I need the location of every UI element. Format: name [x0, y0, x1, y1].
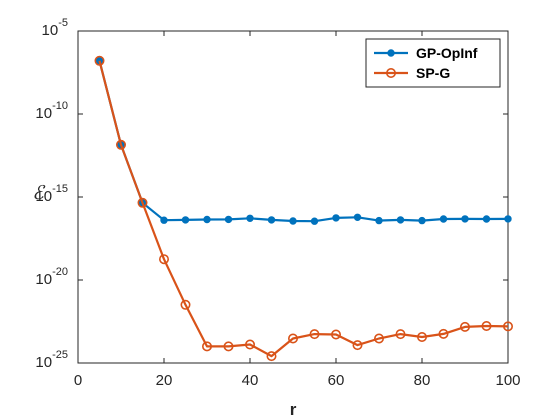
- data-point: [311, 218, 317, 224]
- x-tick-label: 40: [242, 372, 259, 389]
- data-point: [419, 217, 425, 223]
- data-point: [333, 215, 339, 221]
- x-tick-label: 100: [495, 372, 520, 389]
- data-point: [376, 217, 382, 223]
- legend: GP-OpInf SP-G: [366, 39, 500, 87]
- data-point: [505, 216, 511, 222]
- data-point: [225, 216, 231, 222]
- data-point: [483, 216, 489, 222]
- data-point: [354, 214, 360, 220]
- x-tick-label: 80: [414, 372, 431, 389]
- legend-marker: [388, 50, 394, 56]
- data-point: [290, 218, 296, 224]
- y-tick-label: 10-20: [35, 266, 68, 288]
- legend-label: SP-G: [416, 65, 450, 81]
- data-point: [204, 216, 210, 222]
- data-point: [440, 216, 446, 222]
- x-axis-label: r: [290, 400, 297, 419]
- data-point: [161, 217, 167, 223]
- x-tick-label: 60: [328, 372, 345, 389]
- x-tick-label: 0: [74, 372, 82, 389]
- data-point: [182, 217, 188, 223]
- y-tick-label: 10-10: [35, 100, 68, 122]
- y-tick-label: 10-5: [42, 17, 68, 39]
- legend-label: GP-OpInf: [416, 45, 478, 61]
- data-point: [247, 215, 253, 221]
- y-tick-label: 10-25: [35, 349, 68, 371]
- data-point: [268, 217, 274, 223]
- data-point: [462, 216, 468, 222]
- data-point: [397, 217, 403, 223]
- x-tick-label: 20: [156, 372, 173, 389]
